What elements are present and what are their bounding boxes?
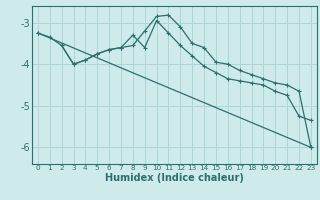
X-axis label: Humidex (Indice chaleur): Humidex (Indice chaleur) xyxy=(105,173,244,183)
